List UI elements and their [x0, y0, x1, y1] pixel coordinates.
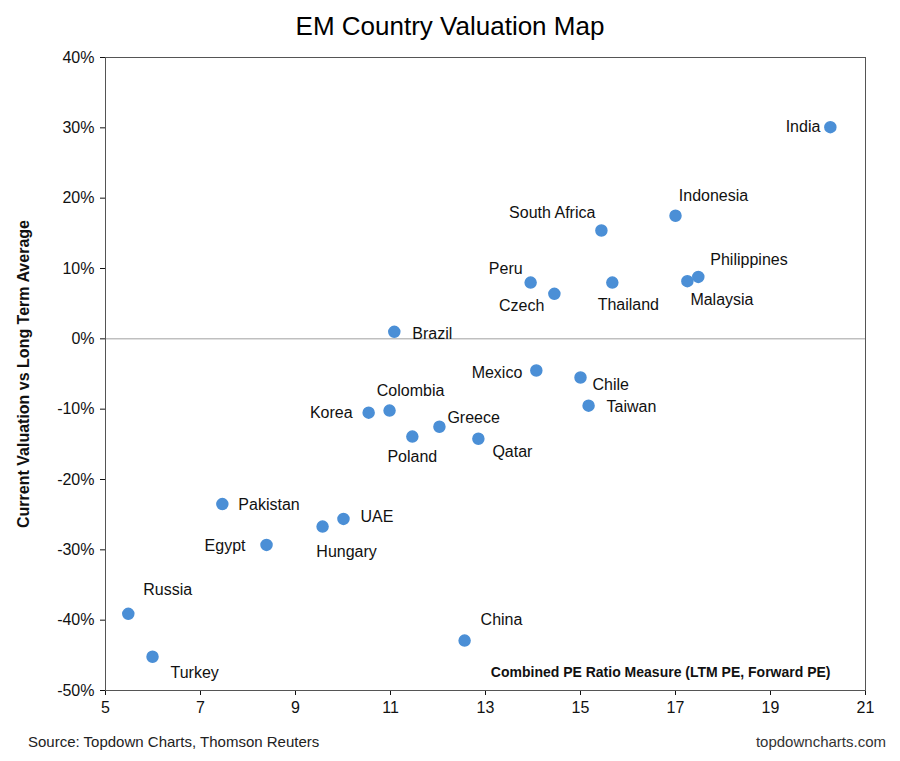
- svg-text:China: China: [481, 611, 523, 628]
- svg-text:7: 7: [196, 699, 205, 716]
- svg-text:Peru: Peru: [489, 260, 523, 277]
- svg-text:Russia: Russia: [143, 581, 192, 598]
- svg-text:Qatar: Qatar: [492, 443, 533, 460]
- svg-text:19: 19: [762, 699, 780, 716]
- svg-text:Combined PE Ratio Measure (LTM: Combined PE Ratio Measure (LTM PE, Forwa…: [491, 664, 831, 680]
- svg-text:0%: 0%: [71, 330, 94, 347]
- svg-text:-40%: -40%: [57, 611, 94, 628]
- svg-text:Chile: Chile: [593, 376, 630, 393]
- svg-text:Brazil: Brazil: [412, 325, 452, 342]
- svg-text:17: 17: [667, 699, 685, 716]
- svg-text:11: 11: [382, 699, 399, 716]
- html-text:topdowncharts.com: topdowncharts.com: [755, 733, 886, 750]
- html-text:EM Country Valuation Map: EM Country Valuation Map: [295, 11, 605, 41]
- svg-text:Pakistan: Pakistan: [238, 496, 299, 513]
- svg-text:15: 15: [572, 699, 590, 716]
- svg-text:Malaysia: Malaysia: [690, 291, 753, 308]
- svg-text:10%: 10%: [62, 260, 94, 277]
- svg-text:Mexico: Mexico: [472, 364, 523, 381]
- html-text:Source: Topdown Charts, Thomso: Source: Topdown Charts, Thomson Reuters: [28, 733, 320, 750]
- svg-text:5: 5: [101, 699, 110, 716]
- svg-text:Current Valuation vs Long Term: Current Valuation vs Long Term Average: [15, 220, 32, 528]
- svg-text:13: 13: [477, 699, 495, 716]
- svg-text:40%: 40%: [62, 49, 94, 66]
- svg-text:-10%: -10%: [57, 400, 94, 417]
- svg-text:Turkey: Turkey: [171, 664, 219, 681]
- svg-text:South Africa: South Africa: [509, 204, 595, 221]
- svg-text:Greece: Greece: [447, 409, 500, 426]
- svg-text:Poland: Poland: [387, 448, 437, 465]
- svg-text:India: India: [786, 118, 821, 135]
- svg-text:30%: 30%: [62, 119, 94, 136]
- svg-text:Taiwan: Taiwan: [607, 398, 657, 415]
- svg-text:Egypt: Egypt: [205, 537, 246, 554]
- svg-text:Indonesia: Indonesia: [679, 187, 748, 204]
- svg-text:20%: 20%: [62, 189, 94, 206]
- svg-text:21: 21: [857, 699, 875, 716]
- svg-text:Korea: Korea: [310, 404, 353, 421]
- svg-text:Czech: Czech: [499, 297, 544, 314]
- svg-text:UAE: UAE: [360, 508, 393, 525]
- svg-text:Philippines: Philippines: [710, 251, 787, 268]
- svg-text:-20%: -20%: [57, 471, 94, 488]
- svg-text:-50%: -50%: [57, 682, 94, 699]
- svg-text:Hungary: Hungary: [316, 543, 376, 560]
- svg-text:-30%: -30%: [57, 541, 94, 558]
- svg-text:9: 9: [291, 699, 300, 716]
- svg-text:Colombia: Colombia: [377, 382, 445, 399]
- svg-text:Thailand: Thailand: [598, 296, 659, 313]
